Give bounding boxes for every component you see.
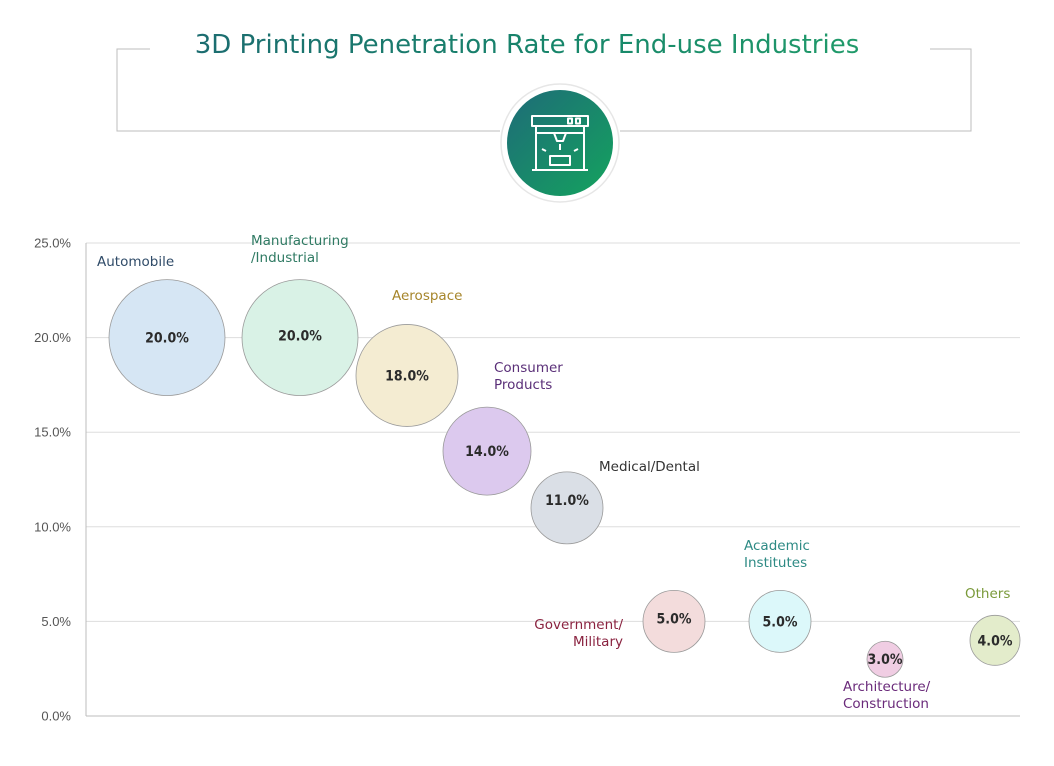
bubble-category-label: Medical/Dental (599, 459, 700, 475)
bubble (748, 590, 812, 653)
bubble-value-label: 18.0% (385, 368, 429, 384)
bubble-value-label: 14.0% (465, 444, 509, 460)
bubble-value-label: 3.0% (868, 652, 903, 668)
y-tick-label: 20.0% (34, 330, 71, 345)
3d-printer-icon (531, 115, 589, 171)
y-tick-label: 0.0% (41, 709, 71, 724)
bubble (241, 279, 359, 397)
bubble-category-label: Manufacturing/Industrial (251, 233, 349, 266)
y-tick-label: 15.0% (34, 425, 71, 440)
bubble (530, 471, 604, 545)
y-tick-label: 10.0% (34, 519, 71, 534)
bubble-category-label: Others (965, 586, 1010, 602)
y-tick-label: 5.0% (41, 614, 71, 629)
bubble (866, 640, 904, 678)
chart-title: 3D Printing Penetration Rate for End-use… (0, 30, 1054, 60)
bubble-category-label: Government/Military (534, 617, 623, 650)
bubble-value-label: 20.0% (145, 331, 189, 347)
bubble-value-label: 11.0% (545, 493, 589, 509)
bubble-value-label: 4.0% (978, 633, 1013, 649)
bubble (442, 406, 532, 496)
bubble-value-label: 5.0% (763, 614, 798, 630)
title-frame (116, 48, 972, 203)
bubble-value-label: 20.0% (278, 329, 322, 345)
bubble-category-label: Consumer Products (494, 360, 563, 393)
y-tick-label: 25.0% (34, 236, 71, 251)
bubble-category-label: Academic Institutes (744, 538, 810, 571)
bubble-value-label: 5.0% (657, 611, 692, 627)
bubble (642, 590, 706, 653)
bubble-category-label: Automobile (97, 254, 174, 270)
bubble (108, 279, 226, 397)
bubble (355, 324, 459, 427)
bubble-category-label: Aerospace (392, 288, 462, 304)
bubble-category-label: Architecture/Construction (843, 679, 931, 712)
bubble (969, 614, 1021, 666)
